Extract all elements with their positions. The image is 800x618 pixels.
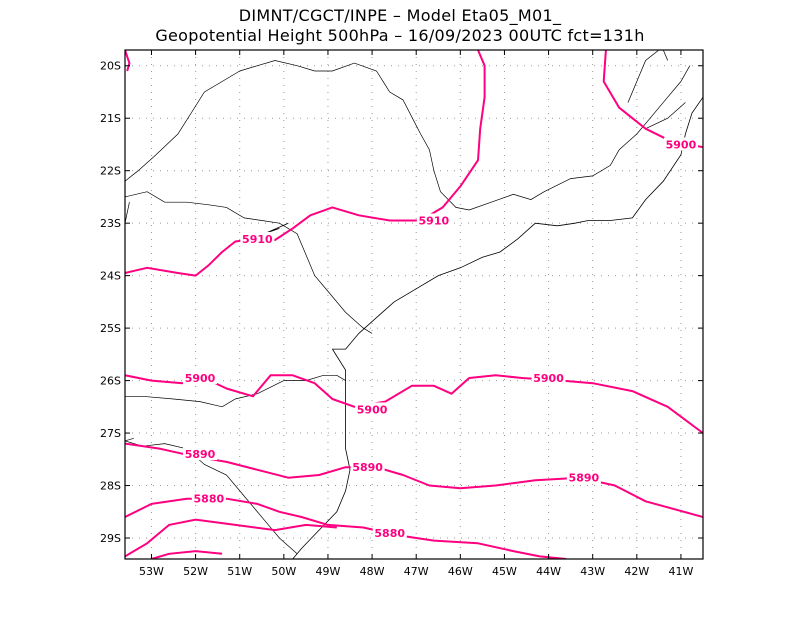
grid-lines xyxy=(125,50,703,559)
contour-labels: 5910 5910 5900 5900 5900 5900 5890 5890 5890 5880… xyxy=(183,137,698,540)
lat-tick-label: 29S xyxy=(100,532,121,545)
state-borders xyxy=(125,50,691,555)
lat-tick-label: 21S xyxy=(100,112,121,125)
contour-label-bg xyxy=(355,402,390,416)
plot-frame xyxy=(124,49,704,560)
lon-tick-label: 47W xyxy=(404,565,429,578)
lat-tick-label: 20S xyxy=(100,60,121,73)
border-line xyxy=(125,437,134,442)
contour-label-bg xyxy=(531,370,566,384)
border-line xyxy=(662,50,669,61)
contour-label-bg xyxy=(350,460,385,474)
contour-label-bg xyxy=(566,470,601,484)
lon-tick-label: 48W xyxy=(360,565,385,578)
lon-tick-label: 49W xyxy=(316,565,341,578)
lon-tick-label: 41W xyxy=(669,565,694,578)
contour-label-5900: 5900 xyxy=(666,138,697,151)
coast-line xyxy=(332,96,703,350)
contour-label-bg xyxy=(372,525,407,539)
contour-label-bg xyxy=(663,137,698,151)
border-line xyxy=(627,50,660,103)
lon-tick-label: 53W xyxy=(139,565,164,578)
contour-label-bg xyxy=(191,491,226,505)
contour-unlabeled xyxy=(151,550,223,559)
lat-tick-label: 26S xyxy=(100,375,121,388)
lat-tick-label: 27S xyxy=(100,427,121,440)
contour-label-bg xyxy=(240,231,275,245)
contour-label-5910: 5910 xyxy=(419,215,450,228)
coast-line xyxy=(292,348,351,559)
lat-tick-label: 25S xyxy=(100,322,121,335)
contour-label-5880: 5880 xyxy=(194,493,225,506)
contour-5880 xyxy=(125,497,567,559)
map-title-line-1: DIMNT/CGCT/INPE – Model Eta05_M01_ xyxy=(238,6,562,25)
contour-label-5900: 5900 xyxy=(185,372,216,385)
border-line xyxy=(125,70,240,182)
lon-tick-label: 43W xyxy=(580,565,605,578)
contour-5900 xyxy=(125,374,703,434)
border-line xyxy=(239,60,691,211)
axis-ticks: 20S 21S 22S 23S 24S 25S 26S 27S 28S 29S 53W 52W 51W 5… xyxy=(100,50,703,578)
lon-tick-label: 51W xyxy=(227,565,252,578)
lon-tick-label: 50W xyxy=(271,565,296,578)
contour-5900 xyxy=(602,50,703,149)
contour-label-5890: 5890 xyxy=(185,448,216,461)
height-contours xyxy=(125,50,703,559)
contour-label-5900: 5900 xyxy=(533,372,564,385)
lat-tick-label: 22S xyxy=(100,165,121,178)
lon-tick-label: 42W xyxy=(624,565,649,578)
contour-label-bg xyxy=(183,447,218,461)
lon-tick-label: 45W xyxy=(492,565,517,578)
lat-tick-label: 28S xyxy=(100,480,121,493)
map-title-line-2: Geopotential Height 500hPa – 16/09/2023 … xyxy=(155,26,645,45)
contour-label-5910: 5910 xyxy=(242,233,273,246)
border-line xyxy=(125,374,346,408)
contour-unlabeled xyxy=(125,518,337,558)
contour-label-5880: 5880 xyxy=(374,527,405,540)
contour-label-bg xyxy=(183,370,218,384)
lon-tick-label: 44W xyxy=(536,565,561,578)
lon-tick-label: 52W xyxy=(183,565,208,578)
contour-label-5890: 5890 xyxy=(352,461,383,474)
lon-tick-label: 46W xyxy=(448,565,473,578)
border-line xyxy=(125,191,373,334)
lat-tick-label: 23S xyxy=(100,217,121,230)
border-line xyxy=(125,202,130,224)
contour-label-5900: 5900 xyxy=(357,403,388,416)
contour-label-5890: 5890 xyxy=(569,472,600,485)
contour-unlabeled xyxy=(125,50,131,72)
contour-5910 xyxy=(125,50,486,277)
border-line xyxy=(645,102,686,130)
contour-label-bg xyxy=(416,213,451,227)
lat-tick-label: 24S xyxy=(100,270,121,283)
